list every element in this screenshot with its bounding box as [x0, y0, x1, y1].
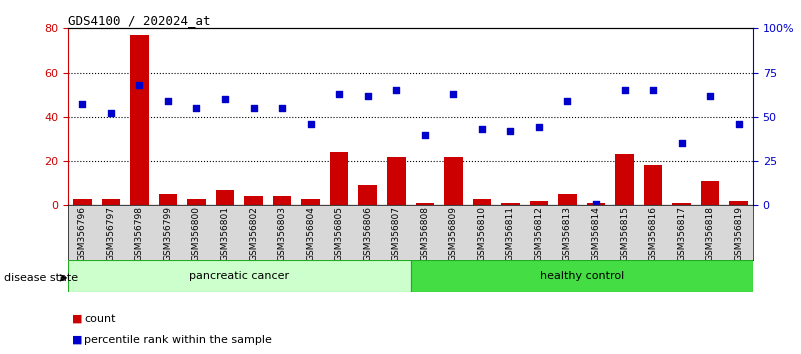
Bar	[215, 190, 235, 205]
Point	[162, 98, 175, 104]
Bar	[501, 203, 520, 205]
Text: GSM356807: GSM356807	[392, 206, 400, 261]
Text: GSM356816: GSM356816	[649, 206, 658, 261]
Text: GSM356811: GSM356811	[506, 206, 515, 261]
Text: GSM356799: GSM356799	[163, 206, 172, 261]
Bar	[529, 201, 548, 205]
Text: count: count	[84, 314, 115, 324]
Point	[390, 87, 403, 93]
Point	[704, 93, 717, 98]
Text: GSM356812: GSM356812	[534, 206, 543, 261]
Point	[304, 121, 317, 127]
Text: ■: ■	[72, 335, 83, 345]
Text: GSM356803: GSM356803	[278, 206, 287, 261]
Bar	[358, 185, 377, 205]
Text: GSM356808: GSM356808	[421, 206, 429, 261]
Point	[248, 105, 260, 111]
Bar	[387, 156, 405, 205]
Point	[104, 110, 117, 116]
Bar	[73, 199, 91, 205]
Text: GSM356809: GSM356809	[449, 206, 458, 261]
Bar	[130, 35, 149, 205]
Bar	[644, 166, 662, 205]
Bar	[244, 196, 263, 205]
Text: percentile rank within the sample: percentile rank within the sample	[84, 335, 272, 345]
Text: pancreatic cancer: pancreatic cancer	[189, 271, 289, 281]
Text: GSM356817: GSM356817	[677, 206, 686, 261]
Point	[476, 126, 489, 132]
Text: GSM356798: GSM356798	[135, 206, 144, 261]
Text: GSM356796: GSM356796	[78, 206, 87, 261]
Bar	[273, 196, 292, 205]
Bar	[672, 203, 691, 205]
Text: GSM356804: GSM356804	[306, 206, 315, 261]
Point	[646, 87, 659, 93]
Point	[190, 105, 203, 111]
Bar	[615, 154, 634, 205]
Point	[76, 102, 89, 107]
Point	[675, 141, 688, 146]
Text: ■: ■	[72, 314, 83, 324]
Text: disease state: disease state	[4, 273, 78, 283]
Text: GSM356801: GSM356801	[220, 206, 230, 261]
Text: GSM356797: GSM356797	[107, 206, 115, 261]
Text: GSM356810: GSM356810	[477, 206, 486, 261]
Bar	[444, 156, 463, 205]
Text: GSM356814: GSM356814	[591, 206, 601, 261]
Point	[732, 121, 745, 127]
Bar	[701, 181, 719, 205]
Point	[418, 132, 431, 137]
Bar	[68, 260, 410, 292]
Point	[561, 98, 574, 104]
Point	[361, 93, 374, 98]
Point	[332, 91, 345, 97]
Bar	[330, 152, 348, 205]
Text: GDS4100 / 202024_at: GDS4100 / 202024_at	[68, 14, 211, 27]
Bar	[730, 201, 748, 205]
Text: GSM356813: GSM356813	[563, 206, 572, 261]
Text: GSM356815: GSM356815	[620, 206, 629, 261]
Point	[219, 96, 231, 102]
Bar	[301, 199, 320, 205]
Text: GSM356806: GSM356806	[363, 206, 372, 261]
Bar	[159, 194, 177, 205]
Text: GSM356800: GSM356800	[192, 206, 201, 261]
Point	[447, 91, 460, 97]
Point	[276, 105, 288, 111]
Point	[504, 128, 517, 134]
Text: GSM356802: GSM356802	[249, 206, 258, 261]
Text: GSM356818: GSM356818	[706, 206, 714, 261]
Point	[133, 82, 146, 88]
Bar	[586, 203, 606, 205]
Text: GSM356805: GSM356805	[335, 206, 344, 261]
Bar	[102, 199, 120, 205]
Point	[590, 201, 602, 206]
Point	[618, 87, 631, 93]
Bar	[558, 194, 577, 205]
Bar	[187, 199, 206, 205]
Bar	[473, 199, 491, 205]
Point	[533, 125, 545, 130]
Text: healthy control: healthy control	[540, 271, 624, 281]
Text: GSM356819: GSM356819	[735, 206, 743, 261]
Bar	[410, 260, 753, 292]
Bar	[416, 203, 434, 205]
